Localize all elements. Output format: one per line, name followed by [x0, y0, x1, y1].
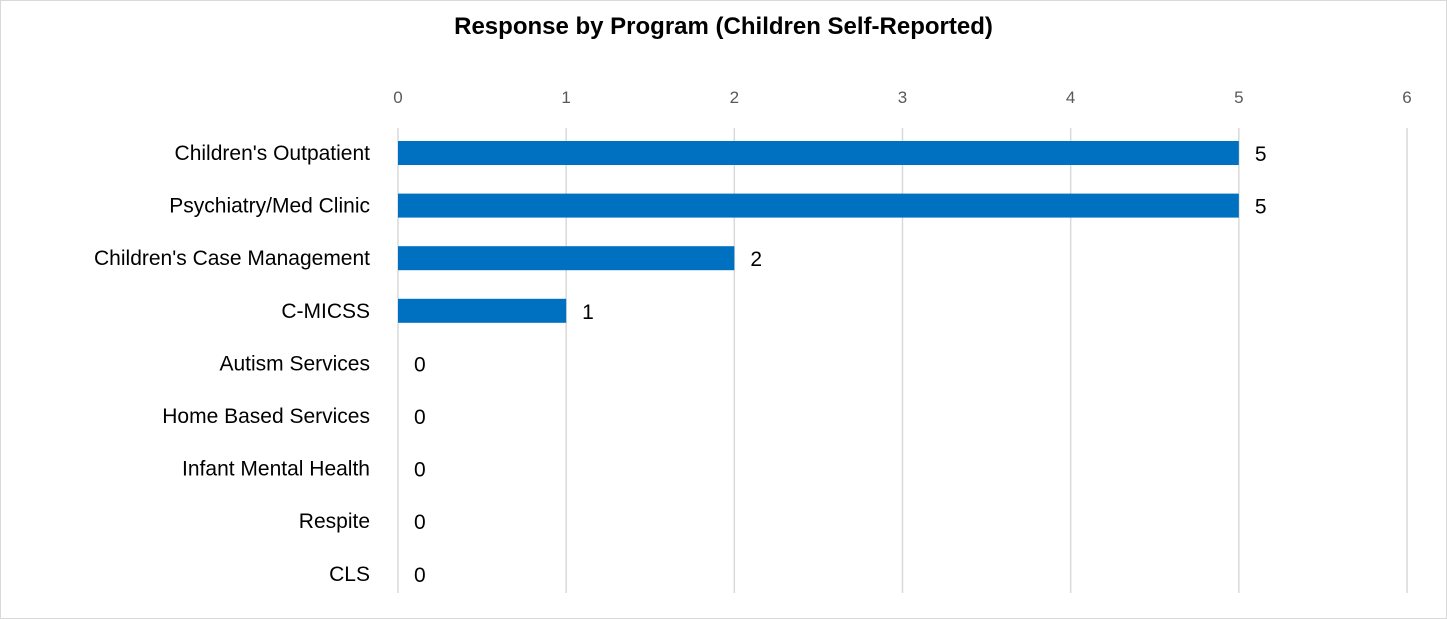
data-label: 0 — [414, 353, 426, 376]
x-tick-label-4: 4 — [1066, 88, 1075, 107]
data-label: 0 — [414, 459, 426, 482]
category-label: Autism Services — [219, 352, 370, 375]
data-label: 0 — [414, 406, 426, 429]
category-label: Respite — [299, 510, 370, 533]
category-label: Children's Outpatient — [175, 142, 371, 165]
category-label: Children's Case Management — [94, 247, 370, 270]
data-label: 0 — [414, 564, 426, 587]
category-label: Psychiatry/Med Clinic — [169, 195, 370, 218]
category-label: C-MICSS — [281, 300, 370, 323]
data-label: 0 — [414, 511, 426, 534]
bar — [398, 193, 1239, 218]
x-tick-label-3: 3 — [898, 88, 907, 107]
data-label: 2 — [750, 248, 762, 271]
x-tick-label-0: 0 — [393, 88, 402, 107]
data-label: 1 — [582, 301, 594, 324]
chart-title: Response by Program (Children Self-Repor… — [454, 13, 993, 40]
bar — [398, 298, 567, 323]
data-label: 5 — [1255, 196, 1267, 219]
x-tick-label-1: 1 — [561, 88, 570, 107]
category-label: Home Based Services — [162, 405, 370, 428]
bar — [398, 141, 1239, 165]
x-tick-label-6: 6 — [1402, 88, 1411, 107]
data-label: 5 — [1255, 143, 1267, 166]
x-tick-label-5: 5 — [1234, 88, 1243, 107]
category-label: Infant Mental Health — [182, 458, 370, 481]
x-tick-label-2: 2 — [730, 88, 739, 107]
category-label: CLS — [329, 563, 370, 586]
bar — [398, 246, 735, 271]
